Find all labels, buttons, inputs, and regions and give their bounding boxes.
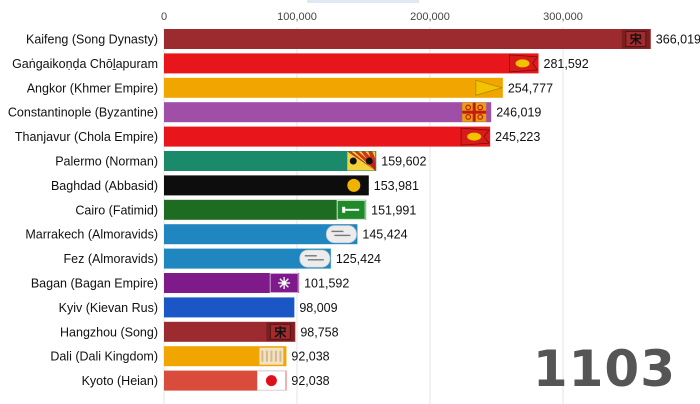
song-flag-icon: 宋 (266, 322, 295, 342)
bar-row: Thanjavur (Chola Empire) 245,223 (15, 126, 540, 147)
norman-flag-icon (347, 151, 376, 171)
category-label: Gaṅgaikoṇḍa Chōḻapuram (12, 57, 158, 71)
bar-row: Kaifeng (Song Dynasty) 宋 366,019 (26, 29, 700, 49)
category-label: Kyiv (Kievan Rus) (59, 301, 158, 315)
svg-text:宋: 宋 (630, 32, 643, 47)
value-label: 151,991 (371, 203, 416, 217)
bar-row: Constantinople (Byzantine) 246,019 (8, 102, 541, 123)
value-label: 254,777 (508, 81, 553, 95)
bar-row: Kyoto (Heian) 92,038 (82, 370, 330, 391)
svg-text:宋: 宋 (274, 324, 287, 339)
year-counter: 1103 (532, 340, 676, 398)
category-label: Kaifeng (Song Dynasty) (26, 33, 158, 47)
category-label: Palermo (Norman) (55, 155, 158, 169)
value-label: 145,424 (362, 228, 407, 242)
japan-flag-icon (257, 370, 286, 391)
bar-row: Hangzhou (Song) 宋 98,758 (60, 321, 339, 342)
value-label: 281,592 (544, 57, 589, 71)
khmer-flag-icon (475, 79, 504, 96)
bar (164, 273, 300, 293)
bar (164, 175, 369, 196)
category-label: Bagan (Bagan Empire) (31, 277, 158, 291)
x-tick-label: 200,000 (410, 11, 450, 23)
bar (164, 370, 287, 391)
bar (164, 29, 651, 49)
bar (164, 53, 539, 74)
bar-row: Palermo (Norman) 159,602 (55, 151, 427, 171)
bar (164, 346, 287, 367)
bar-row: Kyiv (Kievan Rus) 98,009 (59, 297, 338, 318)
chola-flag-icon (509, 54, 539, 73)
category-label: Thanjavur (Chola Empire) (15, 130, 158, 144)
category-label: Hangzhou (Song) (60, 325, 158, 339)
bar-row: Cairo (Fatimid) 151,991 (75, 199, 416, 220)
value-label: 98,009 (299, 301, 337, 315)
category-label: Angkor (Khmer Empire) (27, 81, 158, 95)
bar-row: Baghdad (Abbasid) 153,981 (51, 175, 419, 196)
bar-row: Gaṅgaikoṇḍa Chōḻapuram 281,592 (12, 53, 589, 74)
byzantine-flag-icon (462, 102, 487, 122)
category-label: Baghdad (Abbasid) (51, 179, 158, 193)
value-label: 92,038 (291, 374, 329, 388)
almoravid-flag-icon (299, 249, 331, 268)
bar (164, 248, 331, 269)
value-label: 159,602 (381, 155, 426, 169)
chola-flag-icon (460, 127, 490, 146)
category-label: Cairo (Fatimid) (75, 203, 158, 217)
bar (164, 151, 377, 171)
value-label: 246,019 (496, 106, 541, 120)
bar (164, 199, 367, 220)
bar (164, 297, 295, 318)
bar (164, 126, 491, 147)
value-label: 98,758 (300, 325, 338, 339)
value-label: 245,223 (495, 130, 540, 144)
x-tick-label: 100,000 (277, 11, 317, 23)
category-label: Kyoto (Heian) (82, 374, 158, 388)
x-tick-label: 0 (161, 11, 167, 23)
value-label: 101,592 (304, 277, 349, 291)
almoravid-flag-icon (326, 225, 357, 244)
bar (164, 102, 492, 123)
song-flag-icon: 宋 (621, 29, 650, 49)
value-label: 153,981 (374, 179, 419, 193)
dali-flag-icon (259, 347, 284, 365)
bagan-flag-icon (269, 273, 299, 293)
fatimid-flag-icon (336, 199, 366, 220)
category-label: Fez (Almoravids) (64, 252, 158, 266)
bar-row: Dali (Dali Kingdom) 92,038 (50, 346, 330, 367)
value-label: 366,019 (656, 33, 700, 47)
bar-row: Marrakech (Almoravids) 145,424 (25, 224, 408, 245)
category-label: Dali (Dali Kingdom) (50, 350, 158, 364)
category-label: Constantinople (Byzantine) (8, 106, 158, 120)
category-label: Marrakech (Almoravids) (25, 228, 158, 242)
value-label: 92,038 (291, 350, 329, 364)
bar-row: Fez (Almoravids) 125,424 (64, 248, 381, 269)
bar-row: Angkor (Khmer Empire) 254,777 (27, 77, 553, 98)
bar-row: Bagan (Bagan Empire) 101,592 (31, 273, 349, 293)
value-label: 125,424 (336, 252, 381, 266)
bar (164, 321, 296, 342)
abbasid-flag-icon (339, 175, 368, 195)
bar (164, 77, 503, 98)
bar (164, 224, 358, 245)
top-strip (307, 0, 419, 3)
x-tick-label: 300,000 (543, 11, 583, 23)
